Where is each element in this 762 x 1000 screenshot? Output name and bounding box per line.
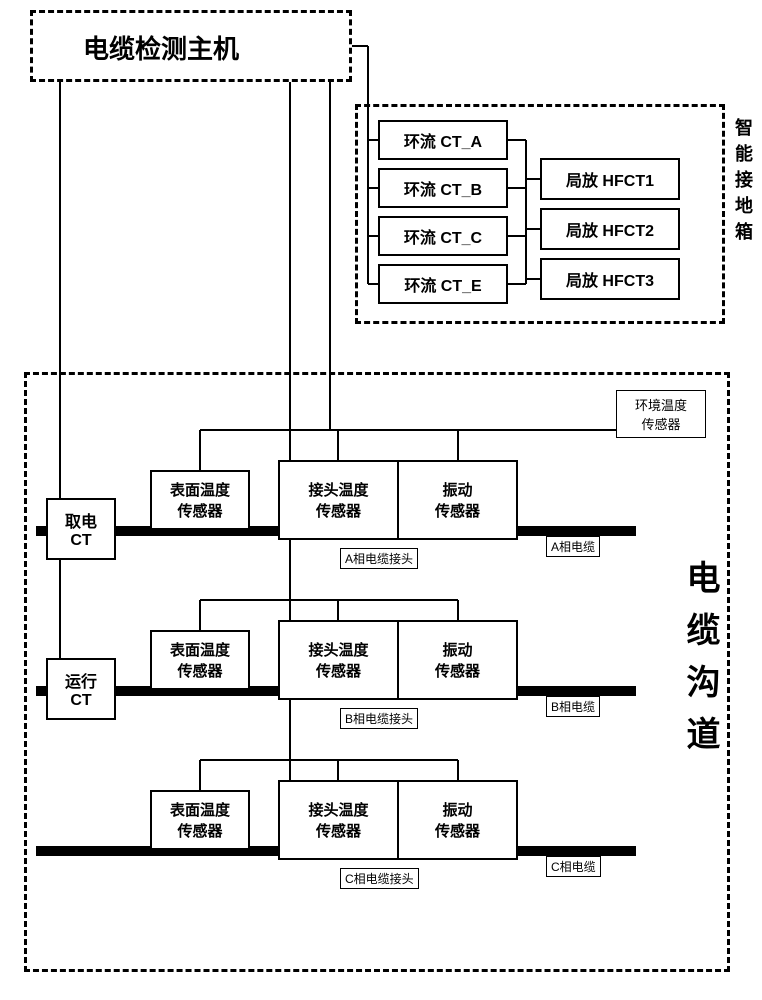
surface-a: 表面温度 传感器 <box>150 470 250 530</box>
ground-box-label: 智能接地箱 <box>730 118 756 248</box>
env-sensor: 环境温度 传感器 <box>616 390 706 438</box>
host-box: 电缆检测主机 <box>30 10 352 82</box>
joint-c: 接头温度 传感器 振动 传感器 <box>278 780 518 860</box>
joint-b: 接头温度 传感器 振动 传感器 <box>278 620 518 700</box>
surface-c: 表面温度 传感器 <box>150 790 250 850</box>
ct-power: 取电 CT <box>46 498 116 560</box>
vib-a: 振动 传感器 <box>399 462 516 538</box>
joint-temp-a: 接头温度 传感器 <box>280 462 399 538</box>
joint-a: 接头温度 传感器 振动 传感器 <box>278 460 518 540</box>
ct-run: 运行 CT <box>46 658 116 720</box>
cable-label-c: C相电缆 <box>546 856 601 877</box>
hfct-1: 局放 HFCT1 <box>540 158 680 200</box>
host-title: 电缆检测主机 <box>83 29 239 66</box>
ct-b: 环流 CT_B <box>378 168 508 208</box>
hfct-2: 局放 HFCT2 <box>540 208 680 250</box>
joint-temp-b: 接头温度 传感器 <box>280 622 399 698</box>
vib-b: 振动 传感器 <box>399 622 516 698</box>
ct-a: 环流 CT_A <box>378 120 508 160</box>
vib-c: 振动 传感器 <box>399 782 516 858</box>
joint-label-c: C相电缆接头 <box>340 868 419 889</box>
surface-b: 表面温度 传感器 <box>150 630 250 690</box>
joint-label-a: A相电缆接头 <box>340 548 418 569</box>
ct-c: 环流 CT_C <box>378 216 508 256</box>
joint-label-b: B相电缆接头 <box>340 708 418 729</box>
cable-label-b: B相电缆 <box>546 696 600 717</box>
trench-label: 电缆沟道 <box>676 560 725 768</box>
ct-e: 环流 CT_E <box>378 264 508 304</box>
hfct-3: 局放 HFCT3 <box>540 258 680 300</box>
joint-temp-c: 接头温度 传感器 <box>280 782 399 858</box>
cable-label-a: A相电缆 <box>546 536 600 557</box>
